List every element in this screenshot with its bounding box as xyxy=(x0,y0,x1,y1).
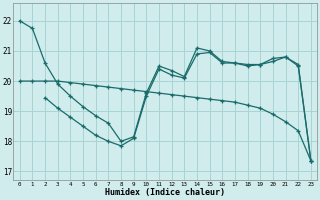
X-axis label: Humidex (Indice chaleur): Humidex (Indice chaleur) xyxy=(105,188,225,197)
